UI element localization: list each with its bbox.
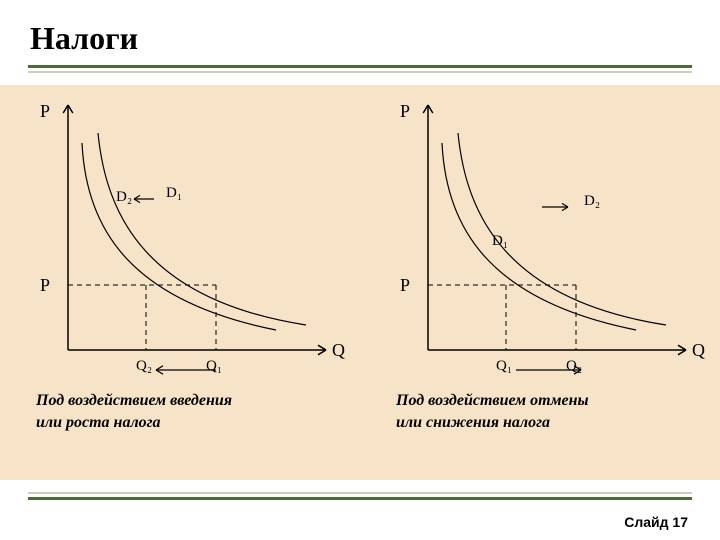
svg-text:Q: Q <box>332 340 345 360</box>
svg-text:Q₁: Q₁ <box>206 358 222 374</box>
svg-text:Под воздействием отмены: Под воздействием отмены <box>395 392 589 409</box>
header-rules <box>28 65 692 73</box>
svg-text:Q₁: Q₁ <box>496 358 512 374</box>
svg-text:D₁: D₁ <box>166 185 182 201</box>
footer-rules <box>28 492 692 500</box>
svg-text:P: P <box>40 275 50 295</box>
svg-text:или роста налога: или роста налога <box>36 414 161 431</box>
svg-text:Q: Q <box>692 340 705 360</box>
svg-text:D₁: D₁ <box>492 233 508 249</box>
header-rule-dark <box>28 65 692 68</box>
svg-text:P: P <box>400 101 410 121</box>
diagram-area: P P Q D₁ D₂ Q₂ Q₁ Под воздействием введения или … <box>0 85 720 480</box>
chart-right: PPQD₁D₂Q₁Q₂Под воздействием отменыили сн… <box>386 85 720 465</box>
footer-rule-dark <box>28 497 692 500</box>
svg-text:D₂: D₂ <box>116 189 132 205</box>
svg-text:или снижения налога: или снижения налога <box>396 414 550 431</box>
svg-text:Q₂: Q₂ <box>136 358 152 374</box>
svg-text:P: P <box>400 275 410 295</box>
footer-rule-light <box>28 492 692 494</box>
svg-text:Под воздействием введения: Под воздействием введения <box>35 392 232 409</box>
svg-text:D₂: D₂ <box>584 193 600 209</box>
header-rule-light <box>28 71 692 73</box>
svg-text:P: P <box>40 101 50 121</box>
title-bar: Налоги <box>0 0 720 65</box>
page-title: Налоги <box>30 20 690 57</box>
chart-left: P P Q D₁ D₂ Q₂ Q₁ Под воздействием введения или … <box>26 85 366 465</box>
footer-text: Слайд 17 <box>624 514 688 530</box>
